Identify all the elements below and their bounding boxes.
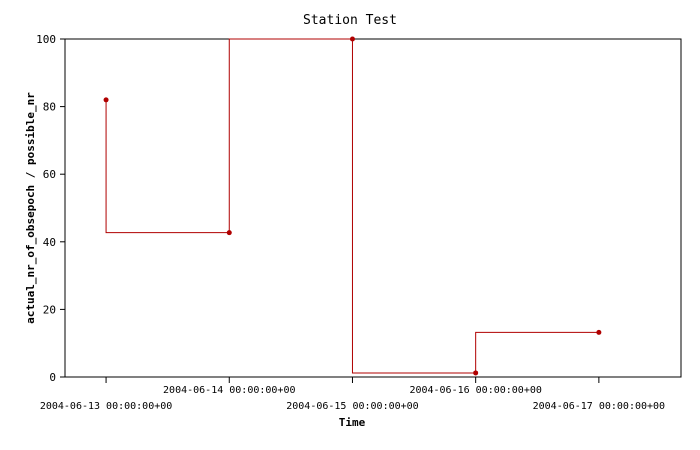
x-axis-label: Time [339, 416, 366, 429]
x-tick-label: 2004-06-14 00:00:00+00 [163, 385, 295, 396]
x-tick-label: 2004-06-15 00:00:00+00 [286, 401, 418, 412]
y-tick-label: 20 [43, 303, 56, 316]
y-axis-label: actual_nr_of_obsepoch / possible_nr [24, 92, 37, 324]
x-tick-label: 2004-06-13 00:00:00+00 [40, 401, 172, 412]
y-tick-label: 60 [43, 168, 56, 181]
y-tick-label: 40 [43, 236, 56, 249]
x-tick-label: 2004-06-17 00:00:00+00 [533, 401, 665, 412]
x-axis: 2004-06-13 00:00:00+00 2004-06-14 00:00:0… [40, 377, 665, 412]
chart-title: Station Test [303, 13, 397, 28]
y-axis: 0 20 40 60 80 100 [36, 33, 65, 384]
data-point [226, 230, 232, 236]
y-tick-label: 0 [49, 371, 56, 384]
data-point [596, 329, 602, 335]
data-point [103, 97, 109, 103]
series-layer [103, 36, 602, 376]
data-point [349, 36, 355, 42]
y-tick-label: 80 [43, 101, 56, 114]
data-point [473, 370, 479, 376]
y-tick-label: 100 [36, 33, 56, 46]
series-line [105, 38, 599, 374]
plot-area [64, 38, 682, 378]
x-tick-label: 2004-06-16 00:00:00+00 [409, 385, 541, 396]
